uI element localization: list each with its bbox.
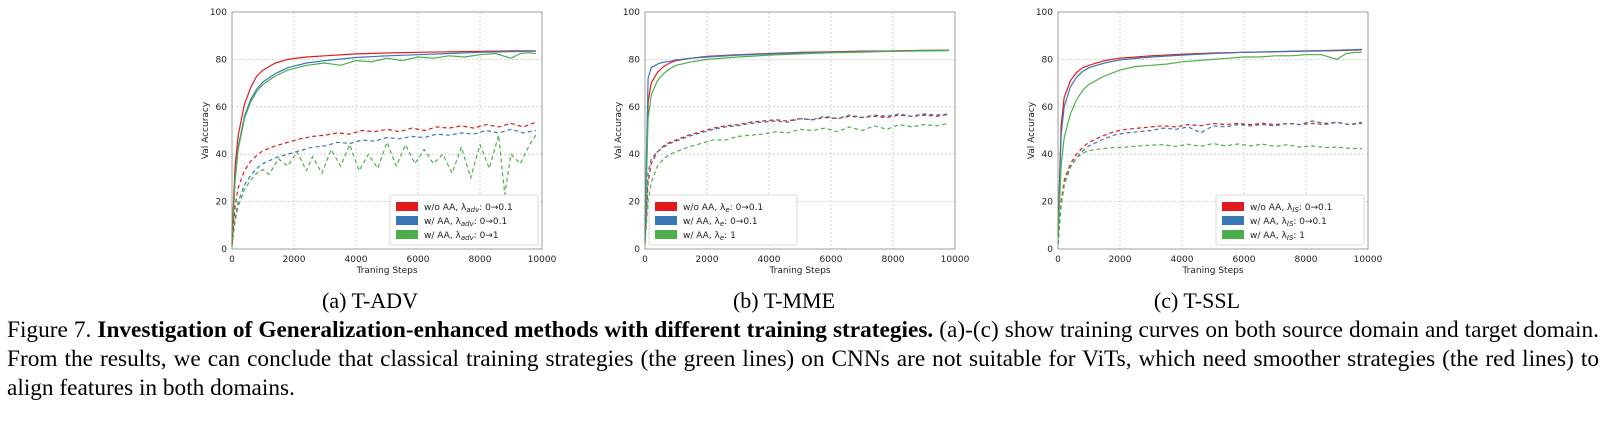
y-tick-label: 20 xyxy=(1042,198,1054,208)
x-tick-label: 10000 xyxy=(941,255,970,265)
x-tick-label: 8000 xyxy=(882,255,905,265)
legend-swatch xyxy=(396,216,418,225)
y-tick-label: 0 xyxy=(634,245,640,255)
x-tick-label: 6000 xyxy=(820,255,843,265)
x-axis-label: Traning Steps xyxy=(768,266,830,276)
series-line-1 xyxy=(1057,48,1362,238)
legend-swatch xyxy=(1222,202,1244,211)
x-tick-label: 6000 xyxy=(1233,255,1256,265)
legend-label: w/ AA, λe: 0→0.1 xyxy=(683,217,758,228)
legend-swatch xyxy=(396,230,418,239)
x-tick-label: 10000 xyxy=(528,255,557,265)
series-line-3 xyxy=(1057,121,1362,245)
y-tick-label: 0 xyxy=(1047,245,1053,255)
legend-label: w/o AA, λe: 0→0.1 xyxy=(683,203,763,214)
plot-frame xyxy=(1057,11,1369,250)
chart-t-adv: 0 20 40 60 80 100 0 2000 4000 6000 8000 10000 Tranin… xyxy=(201,8,557,276)
legend-swatch xyxy=(1222,216,1244,225)
x-axis-label: Traning Steps xyxy=(1181,266,1243,276)
x-tick-label: 4000 xyxy=(345,255,368,265)
series-line-3 xyxy=(231,121,537,245)
legend-label: w/ AA, λIS: 0→0.1 xyxy=(1250,217,1327,228)
legend: w/o AA, λadv: 0→0.1 w/ AA, λadv: 0→0.1 w/ … xyxy=(389,194,539,246)
y-tick-label: 60 xyxy=(629,103,641,113)
x-tick-label: 8000 xyxy=(469,255,492,265)
chart-t-ssl: 0 20 40 60 80 100 0 2000 4000 6000 8000 10000 Tranin… xyxy=(1027,8,1383,276)
legend-swatch xyxy=(655,230,677,239)
legend-label: w/o AA, λadv: 0→0.1 xyxy=(424,203,513,214)
plot-frame xyxy=(231,11,543,250)
series-line-3 xyxy=(644,113,949,242)
y-tick-label: 60 xyxy=(216,103,228,113)
y-tick-label: 100 xyxy=(1036,8,1053,18)
y-tick-label: 60 xyxy=(1042,103,1054,113)
series-line-5 xyxy=(231,134,537,247)
figure-caption-title: Investigation of Generalization-enhanced… xyxy=(97,317,934,343)
y-axis-label: Val Accuracy xyxy=(1027,101,1037,159)
legend-label: w/ AA, λIS: 1 xyxy=(1250,231,1305,242)
y-axis-label: Val Accuracy xyxy=(201,101,211,159)
y-tick-label: 40 xyxy=(216,150,228,160)
series-line-5 xyxy=(644,122,949,245)
x-tick-label: 2000 xyxy=(283,255,306,265)
series-line-4 xyxy=(644,113,949,240)
y-tick-label: 20 xyxy=(216,198,228,208)
y-tick-label: 80 xyxy=(1042,55,1054,65)
legend: w/o AA, λIS: 0→0.1 w/ AA, λIS: 0→0.1 w/ AA… xyxy=(1215,194,1365,246)
legend-swatch xyxy=(655,202,677,211)
y-tick-label: 40 xyxy=(1042,150,1054,160)
panel-b: 0 20 40 60 80 100 0 2000 4000 6000 8000 10000 Tranin… xyxy=(608,0,978,285)
panel-a: 0 20 40 60 80 100 0 2000 4000 6000 8000 10000 Tranin… xyxy=(195,0,565,285)
y-tick-label: 0 xyxy=(221,245,227,255)
y-tick-label: 80 xyxy=(216,55,228,65)
panel-c: 0 20 40 60 80 100 0 2000 4000 6000 8000 10000 Tranin… xyxy=(1021,0,1391,285)
y-tick-label: 80 xyxy=(629,55,641,65)
figure-caption-text: (a)-(c) show training curves on both sou… xyxy=(7,317,1600,401)
x-tick-label: 4000 xyxy=(758,255,781,265)
chart-t-mme: 0 20 40 60 80 100 0 2000 4000 6000 8000 10000 Tranin… xyxy=(614,8,970,276)
legend-box xyxy=(1215,194,1365,246)
legend-swatch xyxy=(396,202,418,211)
y-tick-label: 20 xyxy=(629,198,641,208)
series-line-4 xyxy=(1057,120,1362,245)
x-tick-label: 6000 xyxy=(407,255,430,265)
subcaption-b: (b) T-MME xyxy=(732,288,836,313)
x-tick-label: 2000 xyxy=(1109,255,1132,265)
plot-frame xyxy=(644,11,956,250)
y-tick-label: 100 xyxy=(623,8,640,18)
y-tick-label: 100 xyxy=(210,8,227,18)
subcaption-a: (a) T-ADV xyxy=(322,288,418,313)
legend-swatch xyxy=(655,216,677,225)
series-line-2 xyxy=(231,52,536,245)
subcaption-c: (c) T-SSL xyxy=(1153,288,1241,313)
x-tick-label: 8000 xyxy=(1295,255,1318,265)
legend-box xyxy=(389,194,539,246)
figure-caption: Figure 7. Investigation of Generalizatio… xyxy=(7,316,1599,403)
x-tick-label: 10000 xyxy=(1354,255,1383,265)
series-line-4 xyxy=(231,128,536,247)
legend-label: w/ AA, λadv: 0→1 xyxy=(424,231,499,242)
y-axis-label: Val Accuracy xyxy=(614,101,624,159)
x-tick-label: 0 xyxy=(229,255,235,265)
x-tick-label: 2000 xyxy=(696,255,719,265)
legend-label: w/o AA, λIS: 0→0.1 xyxy=(1250,203,1332,214)
x-tick-label: 0 xyxy=(1055,255,1061,265)
figure-label: Figure 7. xyxy=(7,317,92,343)
x-axis-label: Traning Steps xyxy=(355,266,417,276)
legend: w/o AA, λe: 0→0.1 w/ AA, λe: 0→0.1 w/ AA, … xyxy=(648,194,798,246)
legend-box xyxy=(648,194,798,246)
legend-swatch xyxy=(1222,230,1244,239)
x-tick-label: 4000 xyxy=(1171,255,1194,265)
legend-label: w/ AA, λe: 1 xyxy=(683,231,736,242)
series-line-2 xyxy=(1057,51,1362,240)
legend-label: w/ AA, λadv: 0→0.1 xyxy=(424,217,507,228)
series-line-0 xyxy=(231,50,536,238)
series-line-5 xyxy=(1057,142,1362,245)
y-tick-label: 40 xyxy=(629,150,641,160)
series-line-2 xyxy=(644,50,949,238)
x-tick-label: 0 xyxy=(642,255,648,265)
